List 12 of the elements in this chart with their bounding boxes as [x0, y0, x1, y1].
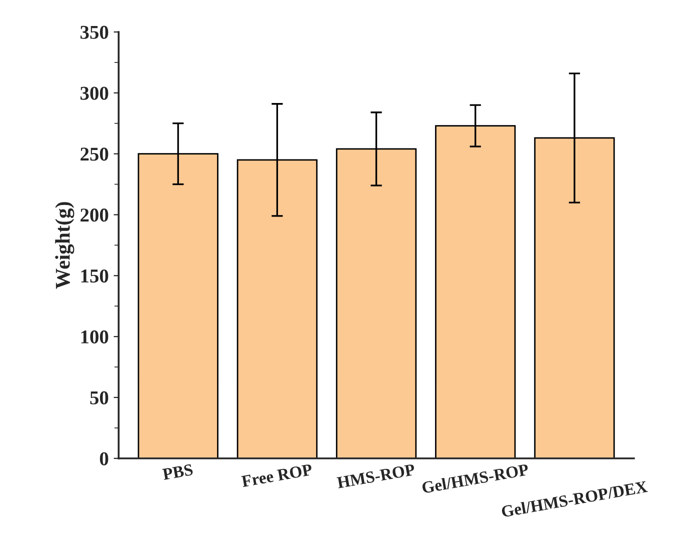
- y-axis-title: Weight(g): [55, 202, 74, 289]
- x-tick-label: Free ROP: [241, 464, 313, 488]
- x-tick-label: PBS: [162, 464, 194, 480]
- y-tick-label: 150: [81, 269, 108, 283]
- y-tick-label: 100: [81, 330, 108, 344]
- y-tick-label: 250: [80, 148, 108, 161]
- y-tick-label: 300: [80, 86, 108, 100]
- y-tick-label: 0: [100, 452, 108, 466]
- x-tick-label: HMS-ROP: [336, 464, 416, 488]
- y-tick-label: 50: [90, 391, 108, 404]
- y-tick-label: 350: [80, 26, 108, 39]
- y-tick-label: 200: [80, 208, 108, 222]
